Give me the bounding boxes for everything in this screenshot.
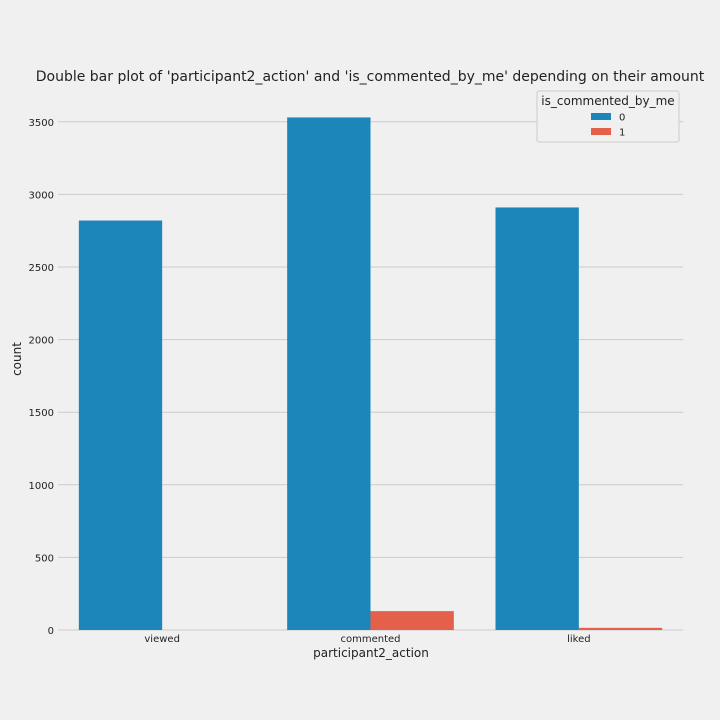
y-tick-label: 2500: [29, 263, 54, 274]
x-tick-label: commented: [340, 634, 400, 645]
bars: [78, 117, 663, 630]
bar-liked-series-0: [495, 207, 579, 630]
bar-liked-series-1: [578, 627, 663, 630]
bar-commented-series-0: [287, 117, 371, 630]
legend-label-0: 0: [619, 113, 625, 124]
y-tick-label: 0: [48, 626, 54, 637]
y-tick-label: 1500: [29, 408, 54, 419]
y-tick-label: 500: [35, 553, 54, 564]
bar-viewed-series-0: [78, 220, 163, 630]
y-tick-label: 2000: [29, 336, 54, 347]
x-tick-labels: viewed commented liked: [144, 634, 590, 645]
y-tick-labels: 0 500 1000 1500 2000 2500 3000 3500: [29, 118, 54, 637]
legend-title: is_commented_by_me: [541, 94, 674, 108]
bar-commented-series-1: [370, 611, 454, 630]
y-tick-label: 3000: [29, 190, 54, 201]
x-axis-label: participant2_action: [313, 646, 429, 660]
x-tick-label: liked: [567, 634, 591, 645]
y-tick-label: 1000: [29, 481, 54, 492]
legend-swatch-0: [591, 113, 611, 120]
legend: is_commented_by_me 0 1: [536, 90, 680, 143]
legend-swatch-1: [591, 128, 611, 135]
chart-title: Double bar plot of 'participant2_action'…: [36, 69, 705, 85]
y-tick-label: 3500: [29, 118, 54, 129]
y-axis-label: count: [10, 342, 24, 376]
legend-label-1: 1: [619, 128, 625, 139]
x-tick-label: viewed: [144, 634, 180, 645]
